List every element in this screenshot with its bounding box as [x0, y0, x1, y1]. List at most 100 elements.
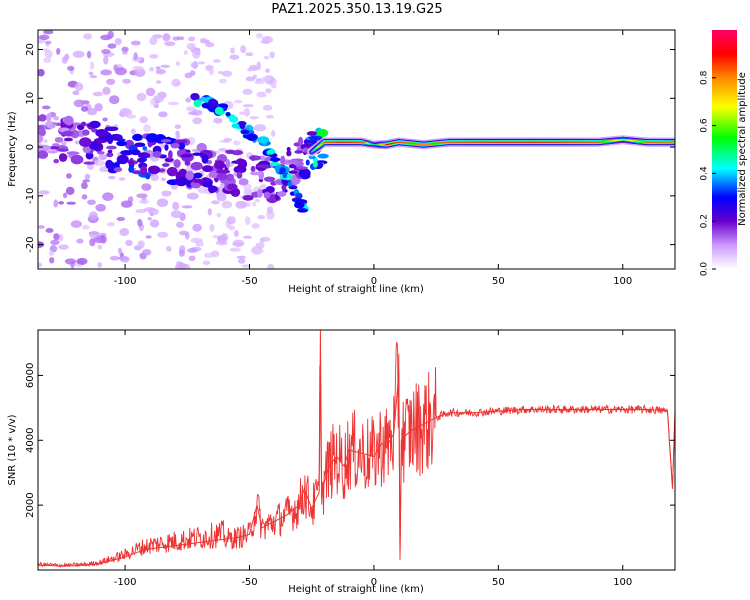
- y-tick-label: -20: [25, 236, 36, 252]
- spectrogram-blob: [38, 125, 45, 130]
- spectrogram-blob: [166, 166, 178, 177]
- spectrogram-speckle: [174, 124, 182, 130]
- spectrogram-blob: [147, 165, 161, 175]
- spectrogram-speckle: [102, 86, 111, 96]
- x-tick-label: -50: [241, 276, 257, 287]
- spectrogram-speckle: [145, 87, 156, 97]
- spectrogram-speckle: [141, 183, 152, 191]
- snr-line: [38, 341, 675, 569]
- spectrogram-blob: [38, 144, 51, 152]
- spectrogram-speckle: [192, 117, 203, 125]
- spectrogram-speckle: [260, 40, 269, 44]
- spectrogram-blob: [47, 150, 59, 154]
- spectrogram-speckle: [103, 55, 109, 65]
- spectrogram-blob: [160, 139, 172, 143]
- spectrogram-speckle: [97, 262, 103, 268]
- spectrogram-blob: [152, 151, 162, 158]
- spectrogram-speckle: [72, 50, 85, 59]
- spectrogram-blob: [58, 153, 68, 162]
- spectrogram-blob: [214, 160, 225, 170]
- spectrogram-speckle: [261, 76, 271, 83]
- spectrogram-blob: [45, 113, 52, 122]
- spectrogram-blob: [47, 124, 56, 129]
- colorbar-tick-label: 0.6: [700, 118, 710, 133]
- spectrogram-blob: [286, 146, 291, 152]
- x-tick-label: 0: [371, 577, 377, 588]
- spectrogram-speckle: [175, 61, 180, 66]
- spectrogram-speckle: [120, 200, 133, 208]
- spectrogram-blob: [164, 144, 169, 151]
- spectrogram-speckle: [98, 154, 108, 161]
- snr-xlabel: Height of straight line (km): [288, 584, 424, 595]
- spectrogram-blob: [116, 154, 129, 165]
- spectrogram-blob: [62, 130, 74, 137]
- spectrogram-speckle: [130, 128, 136, 135]
- spectrogram-blob: [170, 142, 180, 149]
- spectrogram-speckle: [42, 105, 51, 110]
- spectrogram-speckle: [58, 233, 64, 242]
- spectrogram-speckle: [162, 33, 171, 42]
- spectrogram-branch-blob: [270, 157, 281, 162]
- spectrogram-branch-blob: [266, 149, 275, 155]
- spectrogram-blob: [286, 150, 292, 157]
- spectrogram-speckle: [183, 50, 188, 55]
- spectrogram-speckle: [205, 42, 215, 48]
- spectrogram-speckle: [138, 199, 149, 204]
- spectrogram-speckle: [149, 219, 160, 228]
- snr-key-line: [38, 330, 675, 567]
- spectrogram-speckle: [121, 46, 129, 53]
- spectrogram-speckle: [233, 99, 243, 104]
- spectrogram-blob: [82, 145, 91, 154]
- spectrogram-blob: [38, 128, 46, 137]
- spectrogram-speckle: [158, 111, 168, 118]
- spectrogram-speckle: [134, 68, 146, 77]
- spectrogram-speckle: [245, 76, 256, 82]
- spectrogram-speckle: [184, 72, 193, 79]
- spectrogram-blob: [81, 121, 87, 127]
- spectrogram-speckle: [118, 177, 126, 181]
- spectrogram-speckle: [237, 258, 246, 264]
- spectrogram-blob: [250, 154, 255, 162]
- spectrogram-speckle: [244, 216, 251, 225]
- spectrogram-speckle: [222, 70, 233, 77]
- colorbar-tick-label: 0.8: [700, 70, 710, 85]
- spectrogram-branch-blob: [200, 96, 207, 102]
- spectrogram-speckle: [157, 231, 169, 238]
- spectrogram-blob: [249, 155, 262, 161]
- spectrogram-branch-blob: [193, 99, 202, 108]
- spectrogram-speckle: [53, 116, 60, 121]
- spectrogram-speckle: [114, 37, 122, 45]
- spectrogram-speckle: [62, 192, 68, 199]
- spectrogram-speckle: [65, 186, 75, 196]
- spectrogram-speckle: [271, 130, 276, 137]
- colorbar: 0.0 0.2 0.4 0.6 0.8 Normalized spectral ampl…: [700, 30, 748, 276]
- spectrogram-blob: [216, 169, 231, 175]
- spectrogram-speckle: [251, 223, 260, 229]
- x-tick-label: 100: [613, 276, 632, 287]
- spectrogram-blob: [161, 163, 170, 167]
- spectrogram-speckle: [92, 91, 104, 97]
- spectrogram-blob: [53, 158, 60, 164]
- spectrogram-blob: [192, 172, 203, 179]
- spectrogram-speckle: [188, 111, 198, 116]
- spectrogram-speckle: [217, 235, 222, 242]
- spectrogram-blob: [281, 184, 287, 191]
- spectrogram-speckle: [109, 255, 119, 261]
- spectrogram-speckle: [163, 41, 176, 47]
- spectrogram-speckle: [267, 264, 275, 269]
- spectrogram-speckle: [255, 33, 264, 39]
- colorbar-label: Normalized spectral amplitude: [737, 72, 748, 226]
- spectrogram-speckle: [82, 224, 90, 230]
- spectrogram-speckle: [167, 101, 180, 106]
- spectrogram-blob: [226, 183, 238, 191]
- spectrogram-blob: [305, 159, 310, 166]
- spectrogram-speckle: [81, 181, 88, 190]
- spectrogram-speckle: [89, 61, 95, 70]
- spectrogram-speckle: [197, 186, 208, 194]
- spectrogram-speckle: [99, 232, 107, 236]
- spectrogram-blob: [107, 135, 114, 145]
- spectrogram-blob: [173, 159, 181, 168]
- spectrogram-speckle: [265, 68, 270, 73]
- spectrogram-speckle: [74, 82, 84, 91]
- spectrogram-speckle: [240, 45, 247, 54]
